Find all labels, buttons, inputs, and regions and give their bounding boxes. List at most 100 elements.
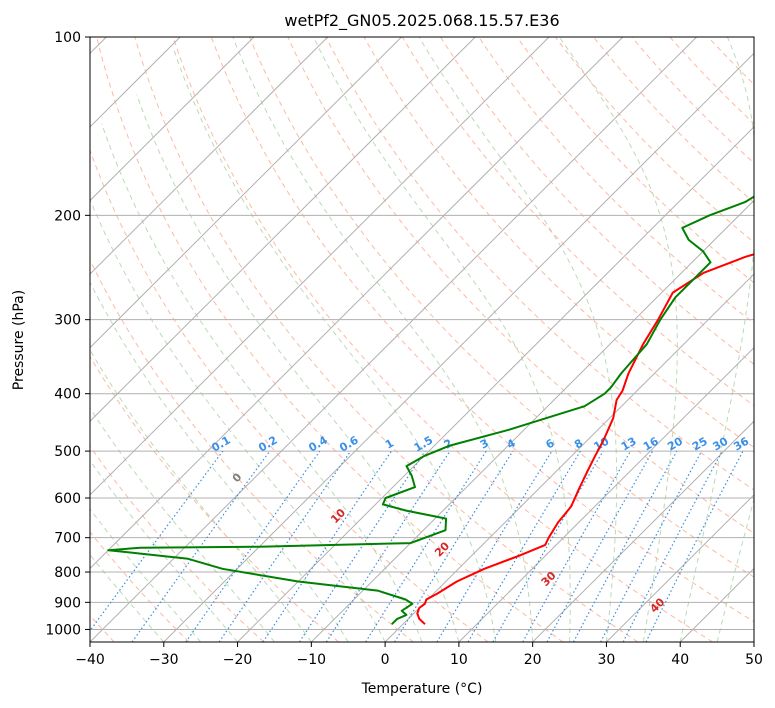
- moist-adiabat-line: [136, 94, 460, 642]
- mixing-ratio-line: [90, 450, 224, 632]
- dry-adiabat-line: [90, 531, 190, 642]
- isotherm-line: [384, 273, 754, 642]
- dewpoint-profile-line: [107, 195, 754, 625]
- y-tick-label: 400: [54, 387, 81, 403]
- y-tick-label: 800: [54, 565, 81, 581]
- x-tick-label: −40: [75, 652, 105, 668]
- isobars: [90, 37, 754, 630]
- mixing-ratio-line: [131, 450, 271, 642]
- moist-adiabat-line: [90, 508, 202, 642]
- mixing-ratio-line: [262, 450, 392, 642]
- y-tick-label: 600: [54, 491, 81, 507]
- mixing-ratio-line: [365, 450, 487, 642]
- isotherm-line: [90, 37, 402, 349]
- moist-adiabat-line: [90, 554, 165, 642]
- plot-frame: [89, 36, 755, 643]
- dry-adiabat-line: [287, 37, 754, 534]
- isotherm-line: [237, 126, 754, 642]
- x-axis-title: Temperature (°C): [361, 681, 483, 697]
- moist-adiabat-line: [558, 37, 678, 642]
- y-tick-label: 500: [54, 444, 81, 460]
- moist-adiabat-line: [716, 497, 754, 642]
- y-tick-label: 1000: [45, 622, 81, 638]
- isotherm-line: [90, 37, 255, 202]
- moist-adiabat-line: [173, 49, 497, 642]
- isotherm-line: [163, 52, 754, 642]
- isotherm-line: [90, 37, 550, 496]
- mixing-ratio-label: 6: [543, 436, 556, 451]
- mixing-ratio-line: [325, 450, 451, 642]
- profile-series: [107, 195, 754, 625]
- dry-adiabats: [90, 37, 754, 642]
- y-tick-label: 900: [54, 595, 81, 611]
- x-tick-label: 0: [381, 652, 390, 668]
- dry-adiabat-line: [90, 445, 265, 642]
- mixing-ratio-line: [218, 450, 352, 642]
- x-tick-label: 20: [524, 652, 542, 668]
- x-axis-ticks: −40 −30 −20 −10 0 10 20 30 40 50: [75, 642, 763, 668]
- dry-adiabat-line: [401, 37, 754, 407]
- isotherm-line: [90, 37, 329, 275]
- isotherm-line: [90, 37, 476, 422]
- y-tick-label: 300: [54, 313, 81, 329]
- moist-adiabat-line: [232, 37, 534, 642]
- dry-adiabat-label: 0: [230, 470, 245, 485]
- y-axis-title: Pressure (hPa): [11, 290, 27, 390]
- y-tick-label: 200: [54, 208, 81, 224]
- mixing-ratio-label: 1: [383, 437, 396, 452]
- isotherm-line: [458, 346, 754, 642]
- moist-adiabat-line: [90, 198, 386, 642]
- moist-adiabat-line: [90, 407, 275, 642]
- dry-adiabat-line: [325, 37, 754, 491]
- plot-area: 0.10.20.40.611.52346810131620253036-100-…: [69, 37, 754, 642]
- x-tick-label: −10: [297, 652, 327, 668]
- dry-adiabat-line: [478, 37, 754, 324]
- moist-adiabat-line: [90, 459, 238, 642]
- mixing-ratio-line: [572, 450, 678, 642]
- temperature-profile-line: [416, 253, 754, 625]
- moist-adiabat-line: [679, 37, 754, 642]
- dry-adiabat-line: [90, 355, 339, 642]
- mixing-ratio-line: [467, 450, 581, 642]
- isotherm-line: [310, 199, 754, 642]
- isotherms: [90, 37, 754, 642]
- mixing-ratio-line: [436, 450, 553, 642]
- dry-adiabat-line: [249, 37, 754, 578]
- mixing-ratio-line: [394, 450, 514, 642]
- moist-adiabat-line: [90, 349, 312, 642]
- mixing-ratio-label: 3: [478, 437, 491, 452]
- isotherm-line: [90, 37, 697, 642]
- dry-adiabat-line: [134, 37, 639, 642]
- dry-adiabat-line: [363, 37, 754, 449]
- dry-adiabat-line: [440, 37, 754, 365]
- y-axis-ticks: 100 200 300 400 500 600 700 800 900 1000: [45, 30, 90, 638]
- chart-title: wetPf2_GN05.2025.068.15.57.E36: [284, 11, 559, 31]
- dry-adiabat-label: 20: [432, 539, 452, 559]
- y-tick-label: 100: [54, 30, 81, 46]
- mixing-ratio-line: [185, 450, 321, 642]
- mixing-ratio-label: 4: [505, 436, 518, 451]
- isotherm-line: [606, 494, 754, 642]
- dry-adiabat-label: -10: [69, 331, 92, 354]
- x-tick-label: 30: [598, 652, 616, 668]
- isotherm-line: [90, 37, 624, 570]
- mixing-ratio-line: [645, 450, 744, 642]
- x-tick-label: 40: [671, 652, 689, 668]
- dry-adiabat-line: [96, 37, 564, 642]
- mixing-ratio-lines: [90, 450, 744, 642]
- mixing-ratio-line: [522, 450, 632, 642]
- x-tick-label: −30: [149, 652, 179, 668]
- isotherm-line: [532, 420, 754, 642]
- moist-adiabat-line: [90, 281, 349, 642]
- isotherm-line: [753, 641, 754, 642]
- x-tick-label: −20: [223, 652, 253, 668]
- moist-adiabat-line: [418, 37, 618, 642]
- moist-adiabat-line: [313, 37, 571, 642]
- dry-adiabat-line: [210, 37, 754, 623]
- dry-adiabat-line: [90, 258, 414, 642]
- x-tick-label: 10: [450, 652, 468, 668]
- mixing-ratio-line: [546, 450, 654, 642]
- isotherm-line: [679, 567, 754, 642]
- isoline-labels: 0.10.20.40.611.52346810131620253036-100-…: [69, 331, 751, 616]
